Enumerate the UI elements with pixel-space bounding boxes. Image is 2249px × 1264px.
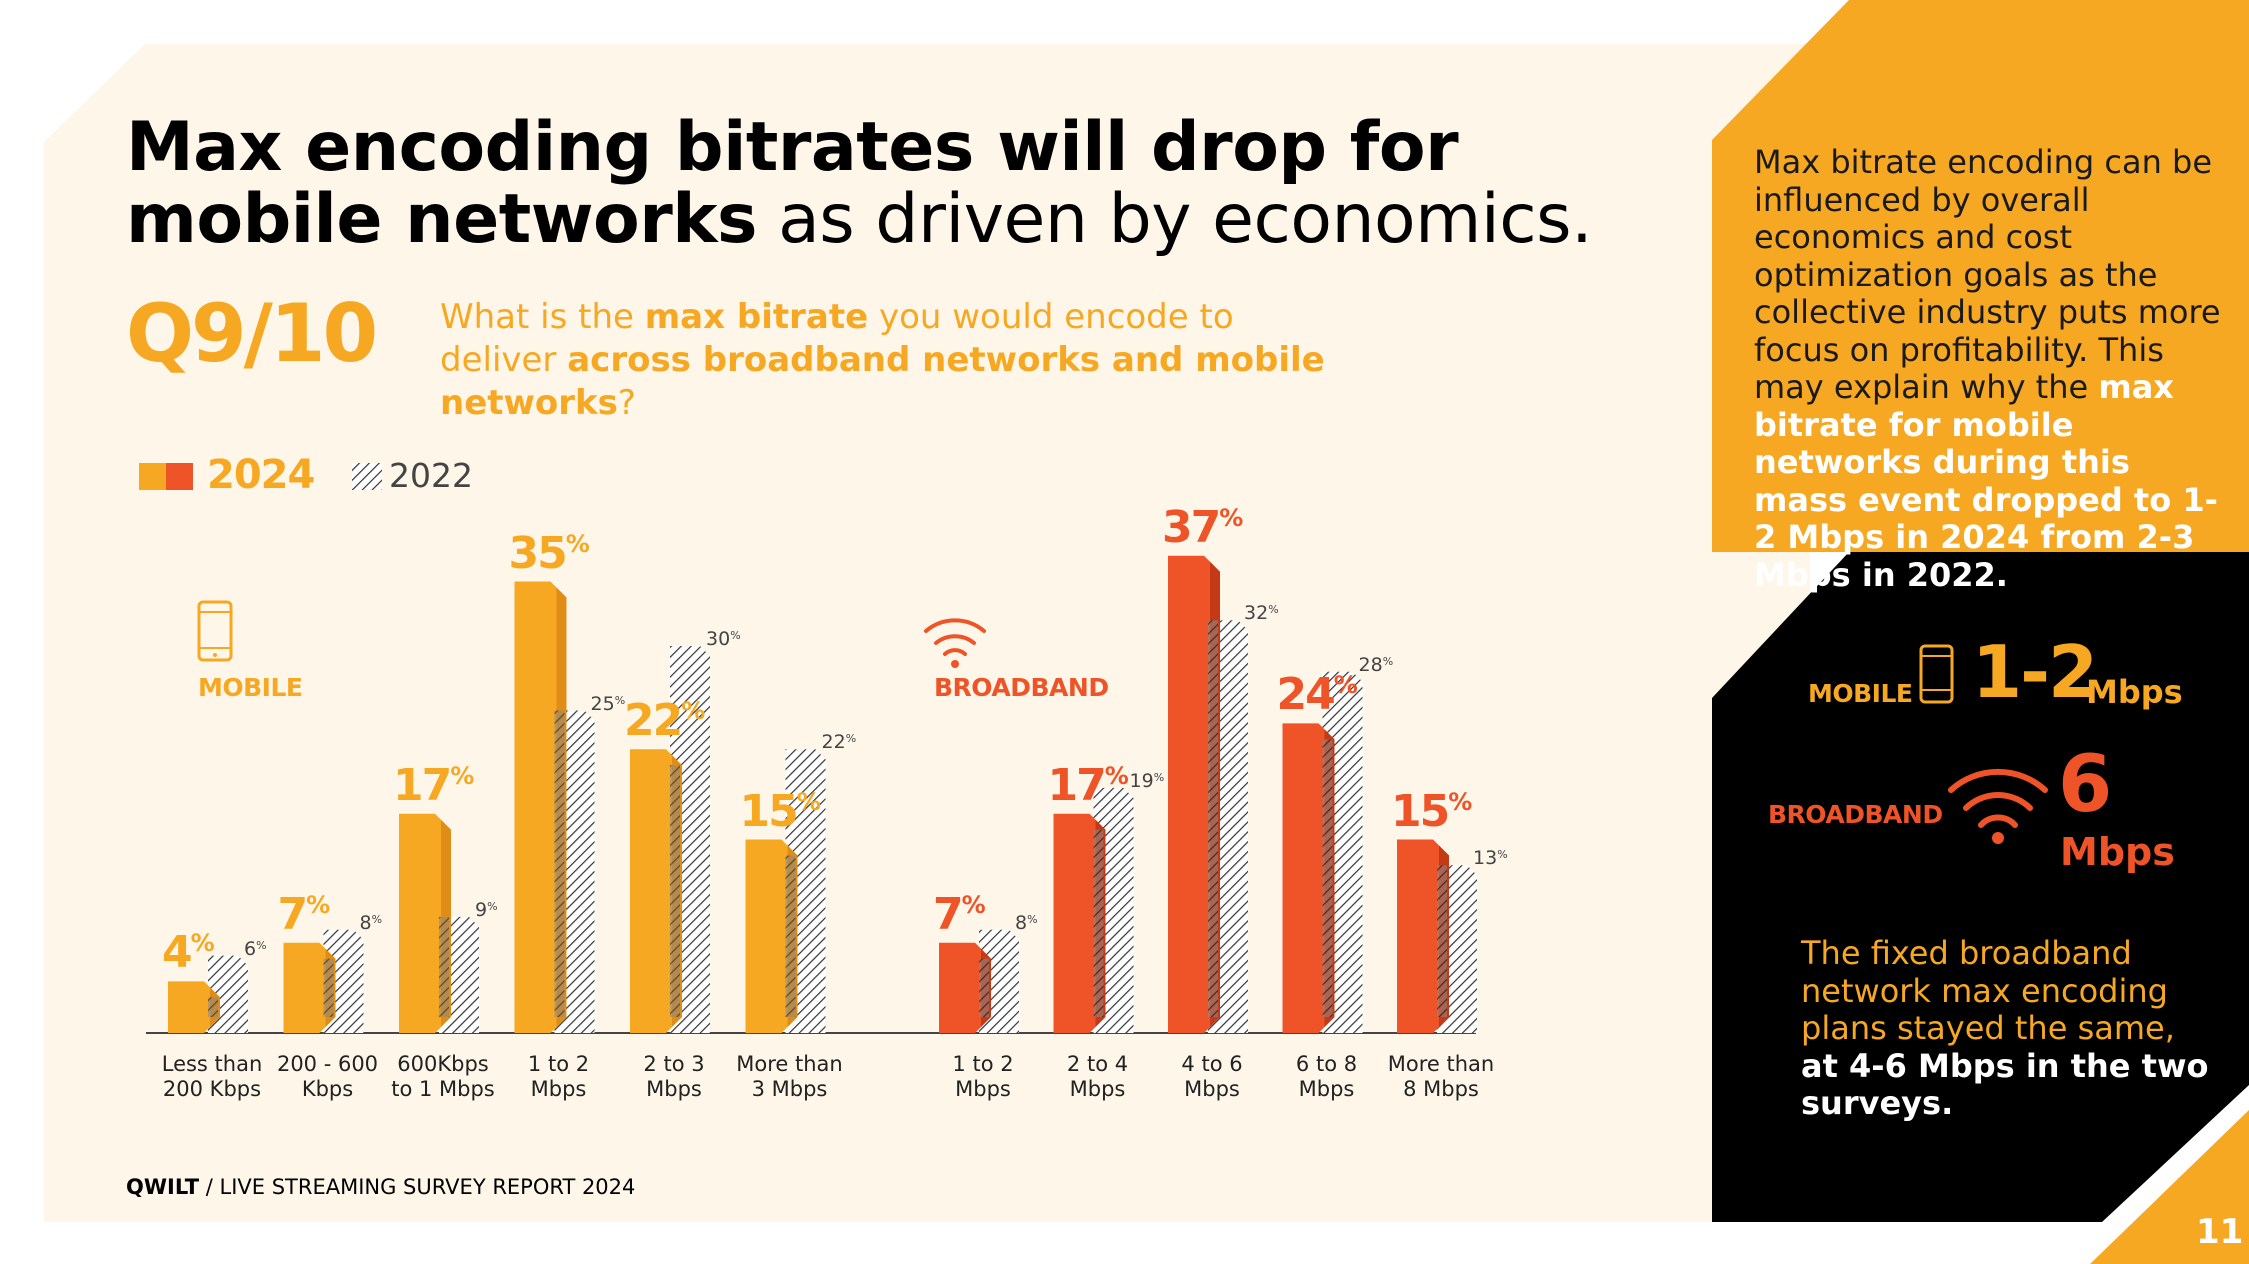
bar-overlap-shadow [1208,620,1218,1017]
summary-mobile-value: 1-2 [1972,630,2098,714]
bar-overlap-shadow [1437,865,1447,1017]
page-number: 11 [2196,1212,2244,1252]
category-label: 4 to 6 Mbps [1181,1052,1243,1101]
value-label-2022: 8% [359,911,383,934]
legend-label-2022: 2022 [389,456,473,495]
bar-2024 [939,942,991,1033]
legend-label-2024: 2024 [207,452,315,498]
value-label-2022: 8% [1015,911,1038,934]
value-label-2022: 25% [590,692,626,715]
value-label-2024: 15% [1391,785,1472,837]
value-label-2024: 4% [162,927,215,979]
summary-mobile-icon [1919,644,1954,704]
bar-overlap-shadow [208,997,218,1017]
bar-2024 [399,813,451,1033]
value-label-2024: 17% [1047,759,1129,811]
side-conclusion: The fixed broadband network max encoding… [1801,934,2209,1122]
bar-overlap-shadow [439,916,449,1017]
category-label: More than 8 Mbps [1387,1052,1495,1101]
summary-broadband-unit: Mbps [2060,830,2175,874]
bar-2024 [1053,813,1106,1033]
bar-overlap-shadow [554,710,565,1017]
value-label-2022: 22% [821,731,857,754]
side-orange-panel [1712,0,2249,552]
summary-broadband-value: 6 [2058,740,2113,830]
category-label: 6 to 8 Mbps [1295,1052,1358,1101]
bar-2024 [1397,839,1449,1033]
mobile-phone-icon [197,600,233,662]
value-label-2024: 7% [277,888,331,940]
value-label-2022: 13% [1473,847,1508,870]
summary-broadband-label: BROADBAND [1768,800,1943,829]
bar-overlap-shadow [1093,829,1104,1017]
value-label-2024: 37% [1162,501,1243,553]
category-label: Less than 200 Kbps [161,1052,263,1101]
value-label-2022: 32% [1244,602,1279,625]
value-label-2024: 7% [933,888,986,940]
bar-overlap-shadow [670,765,680,1017]
bar-overlap-shadow [979,958,989,1017]
value-label-2022: 19% [1129,769,1165,792]
value-label-2024: 22% [624,695,705,747]
bar-2024 [514,581,567,1033]
bar-2024 [283,942,336,1033]
legend-swatch-2024 [139,463,193,490]
value-label-2024: 35% [508,527,590,579]
category-label: 2 to 4 Mbps [1066,1052,1129,1101]
bar-2024 [630,749,682,1033]
summary-wifi-icon [1948,768,2048,844]
category-label: 1 to 2 Mbps [527,1052,590,1101]
value-label-2022: 28% [1358,653,1394,676]
question-text: What is the max bitrate you would encode… [440,297,1325,423]
category-label: 200 - 600 Kbps [276,1052,379,1101]
summary-mobile-unit: Mbps [2086,673,2183,711]
value-label-2022: 9% [475,898,498,921]
beige-panel [44,44,1810,1222]
category-label: 1 to 2 Mbps [952,1052,1014,1101]
value-label-2022: 6% [244,937,267,960]
bar-2024 [745,839,798,1033]
mobile-group-label: MOBILE [198,673,303,702]
broadband-group-label: BROADBAND [934,673,1109,702]
value-label-2024: 24% [1276,669,1358,721]
footer: QWILT / LIVE STREAMING SURVEY REPORT 202… [126,1175,636,1199]
category-label: 600Kbps to 1 Mbps [391,1052,495,1101]
bar-2024 [1282,723,1335,1033]
category-label: 2 to 3 Mbps [643,1052,705,1101]
side-black-panel [1712,552,2249,1222]
value-label-2024: 15% [739,785,821,837]
category-label: More than 3 Mbps [736,1052,843,1101]
bar-overlap-shadow [785,855,796,1017]
bar-2024 [168,981,220,1033]
wifi-icon [924,618,986,668]
question-number: Q9/10 [126,287,378,380]
side-commentary: Max bitrate encoding can be influenced b… [1754,143,2221,594]
bar-overlap-shadow [1322,739,1333,1017]
corner-orange [2090,1110,2249,1264]
value-label-2022: 30% [706,628,741,650]
page-title: Max encoding bitrates will drop for mobi… [126,108,1593,259]
bar-chart [168,555,1477,1033]
bar-2024 [1168,555,1220,1033]
legend-swatch-2022 [352,463,382,490]
value-label-2024: 17% [393,759,474,811]
bar-overlap-shadow [323,958,334,1017]
summary-mobile-label: MOBILE [1808,679,1913,708]
